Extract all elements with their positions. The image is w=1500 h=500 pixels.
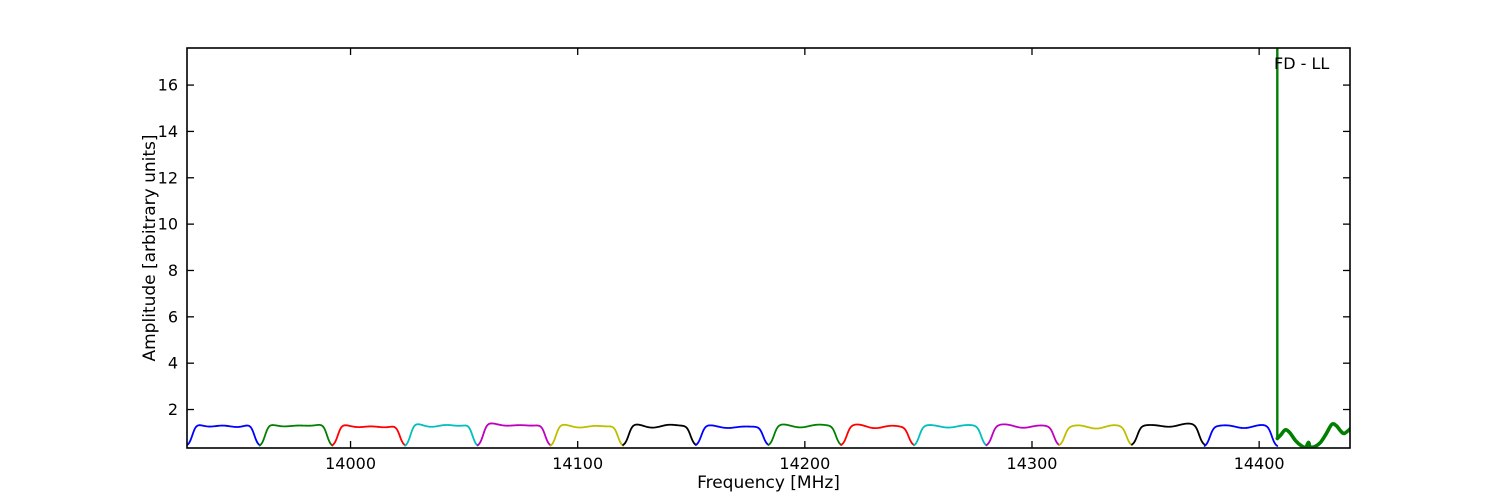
bandpass-curve-13: [1058, 424, 1133, 446]
bandpass-curve-1: [187, 424, 261, 447]
station-polarization-annotation: FD - LL: [1274, 54, 1330, 73]
x-tick-labels: 14000 14100 14200 14300 14400: [325, 454, 1285, 473]
autocorrelation-curve: [1275, 422, 1350, 448]
bandpass-curve-11: [912, 424, 988, 447]
svg-text:8: 8: [168, 261, 178, 280]
svg-text:10: 10: [158, 215, 178, 234]
svg-text:14: 14: [158, 122, 178, 141]
svg-text:2: 2: [168, 400, 178, 419]
y-axis-label: Amplitude [arbitrary units]: [140, 134, 160, 362]
bandpass-curve-3: [331, 424, 406, 447]
bandpass-curve-9: [767, 423, 843, 446]
bandpass-curve-15: [1203, 424, 1279, 447]
bandpass-curve-10: [840, 423, 915, 446]
svg-text:16: 16: [158, 76, 178, 95]
bandpass-curve-5: [476, 422, 552, 447]
bandpass-curve-12: [985, 423, 1061, 446]
svg-text:12: 12: [158, 168, 178, 187]
svg-text:6: 6: [168, 307, 178, 326]
svg-text:14000: 14000: [325, 454, 376, 473]
y-tick-labels: 2 4 6 8 10 12 14 16: [158, 76, 178, 419]
bandpass-curve-4: [404, 423, 479, 447]
axis-ticks: [187, 48, 1350, 448]
svg-text:14400: 14400: [1234, 454, 1285, 473]
x-axis-label: Frequency [MHz]: [697, 473, 840, 493]
bandpass-curve-14: [1131, 422, 1206, 446]
svg-text:14300: 14300: [1007, 454, 1058, 473]
axes-spines: [186, 47, 1351, 449]
bandpass-curve-7: [622, 423, 697, 446]
svg-text:14100: 14100: [552, 454, 603, 473]
bandpass-curve-8: [694, 424, 770, 446]
svg-text:4: 4: [168, 354, 178, 373]
bandpass-curve-6: [549, 423, 625, 447]
bandpass-curve-2: [258, 423, 334, 447]
svg-text:14200: 14200: [779, 454, 830, 473]
data-curves: [187, 48, 1350, 448]
